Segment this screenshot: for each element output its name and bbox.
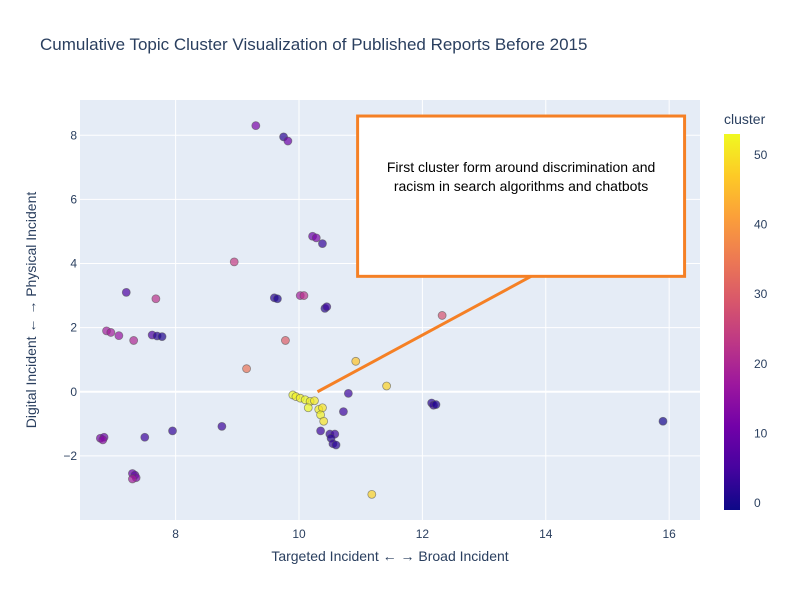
axis-ticks: 8 10 12 14 16 −2 0 2 4 6 8 bbox=[63, 128, 676, 541]
scatter-point bbox=[331, 440, 341, 450]
scatter-point bbox=[128, 474, 137, 484]
x-axis-label: Targeted Incident ← → Broad Incident bbox=[271, 548, 508, 564]
scatter-point bbox=[367, 489, 377, 499]
scatter-point bbox=[98, 435, 108, 445]
annotation: First cluster form around discrimination… bbox=[316, 114, 687, 394]
scatter-point bbox=[229, 257, 239, 267]
y-axis-label: Digital Incident ← → Physical Incident bbox=[23, 192, 39, 429]
y-tick-label: 6 bbox=[70, 192, 77, 206]
y-tick-label: 0 bbox=[70, 385, 77, 399]
colorbar-tick-label: 40 bbox=[754, 218, 768, 232]
scatter-point bbox=[140, 432, 150, 442]
x-tick-label: 16 bbox=[662, 527, 676, 541]
scatter-point bbox=[318, 239, 327, 249]
y-tick-label: 4 bbox=[70, 257, 77, 271]
x-tick-label: 14 bbox=[539, 527, 553, 541]
scatter-point bbox=[217, 421, 227, 431]
scatter-point bbox=[339, 407, 348, 417]
scatter-point bbox=[299, 291, 309, 300]
annotation-arrow bbox=[316, 275, 532, 394]
y-tick-label: −2 bbox=[63, 449, 77, 463]
scatter-point bbox=[242, 364, 251, 374]
annotation-text-line-1: First cluster form around discrimination… bbox=[387, 159, 655, 175]
x-tick-label: 12 bbox=[416, 527, 430, 541]
colorbar-tick-label: 0 bbox=[754, 496, 761, 510]
scatter-point bbox=[303, 403, 313, 413]
scatter-point bbox=[431, 400, 441, 409]
scatter-point bbox=[157, 332, 167, 342]
scatter-point bbox=[311, 233, 321, 243]
scatter-point bbox=[310, 396, 319, 406]
x-tick-label: 10 bbox=[292, 527, 306, 541]
y-tick-label: 2 bbox=[70, 321, 77, 335]
x-tick-label: 8 bbox=[172, 527, 179, 541]
scatter-point bbox=[106, 328, 116, 337]
colorbar-title: cluster bbox=[724, 111, 766, 127]
scatter-point bbox=[343, 388, 353, 398]
scatter-point bbox=[121, 287, 131, 297]
scatter-point bbox=[658, 416, 668, 426]
scatter-point bbox=[168, 426, 177, 436]
scatter-point bbox=[437, 311, 447, 320]
scatter-point bbox=[382, 381, 392, 391]
scatter-point bbox=[283, 136, 293, 146]
colorbar-ticks: 0 10 20 30 40 50 bbox=[754, 148, 768, 510]
annotation-box bbox=[356, 114, 687, 278]
scatter-point bbox=[316, 426, 325, 436]
colorbar-tick-label: 20 bbox=[754, 357, 768, 371]
scatter-point bbox=[251, 121, 261, 131]
scatter-point bbox=[319, 416, 329, 426]
scatter-point bbox=[129, 336, 139, 345]
scatter-point bbox=[322, 302, 332, 312]
scatter-point bbox=[114, 331, 124, 341]
scatter-points bbox=[95, 121, 668, 499]
chart-title: Cumulative Topic Cluster Visualization o… bbox=[40, 35, 587, 54]
y-tick-label: 8 bbox=[70, 128, 77, 142]
colorbar bbox=[724, 134, 740, 510]
colorbar-tick-label: 50 bbox=[754, 148, 768, 162]
scatter-point bbox=[273, 294, 282, 304]
scatter-point bbox=[351, 356, 361, 366]
colorbar-tick-label: 30 bbox=[754, 287, 768, 301]
scatter-point bbox=[281, 336, 290, 345]
scatter-point bbox=[151, 294, 161, 304]
colorbar-tick-label: 10 bbox=[754, 426, 768, 440]
annotation-text-line-2: racism in search algorithms and chatbots bbox=[394, 178, 648, 194]
